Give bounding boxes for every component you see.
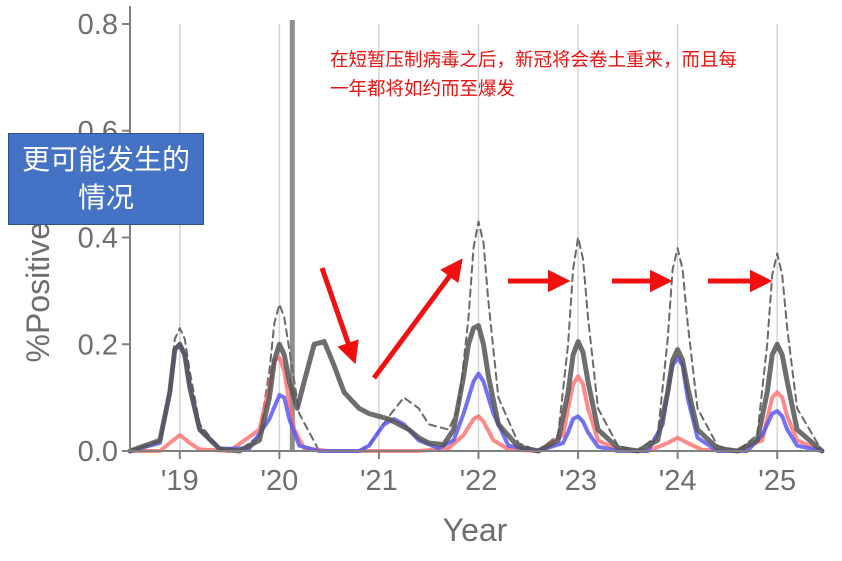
y-tick-label: 0.2 [78, 329, 118, 361]
y-tick-label: 0.8 [78, 9, 118, 41]
x-axis-title: Year [443, 512, 508, 548]
annotation-arrow [319, 267, 359, 365]
series-line-solid-dark [127, 323, 825, 454]
x-tick-label: '24 [659, 465, 697, 497]
x-tick-label: '25 [758, 465, 796, 497]
series-line-dashed [129, 220, 823, 452]
y-tick-label: 0.4 [78, 223, 118, 255]
x-tick-label: '19 [161, 465, 199, 497]
series-layer [127, 220, 825, 454]
callout-box: 更可能发生的情况 [8, 133, 204, 225]
y-tick-label: 0.0 [78, 436, 118, 468]
grid-layer [179, 24, 778, 451]
x-tick-label: '21 [360, 465, 398, 497]
arrow-layer [319, 258, 773, 380]
callout-text: 更可能发生的情况 [21, 143, 190, 214]
series-line-solid-red [128, 355, 824, 453]
annotation-note: 在短暂压制病毒之后，新冠将会卷土重来，而且每一年都将如约而至爆发 [330, 50, 738, 100]
axis-layer: '19'20'21'22'23'24'250.00.20.40.60.8 [78, 6, 822, 497]
annotation-arrow [371, 258, 463, 380]
x-tick-label: '20 [260, 465, 298, 497]
series-line-solid-blue [128, 342, 824, 453]
x-tick-label: '23 [559, 465, 597, 497]
x-tick-label: '22 [460, 465, 498, 497]
